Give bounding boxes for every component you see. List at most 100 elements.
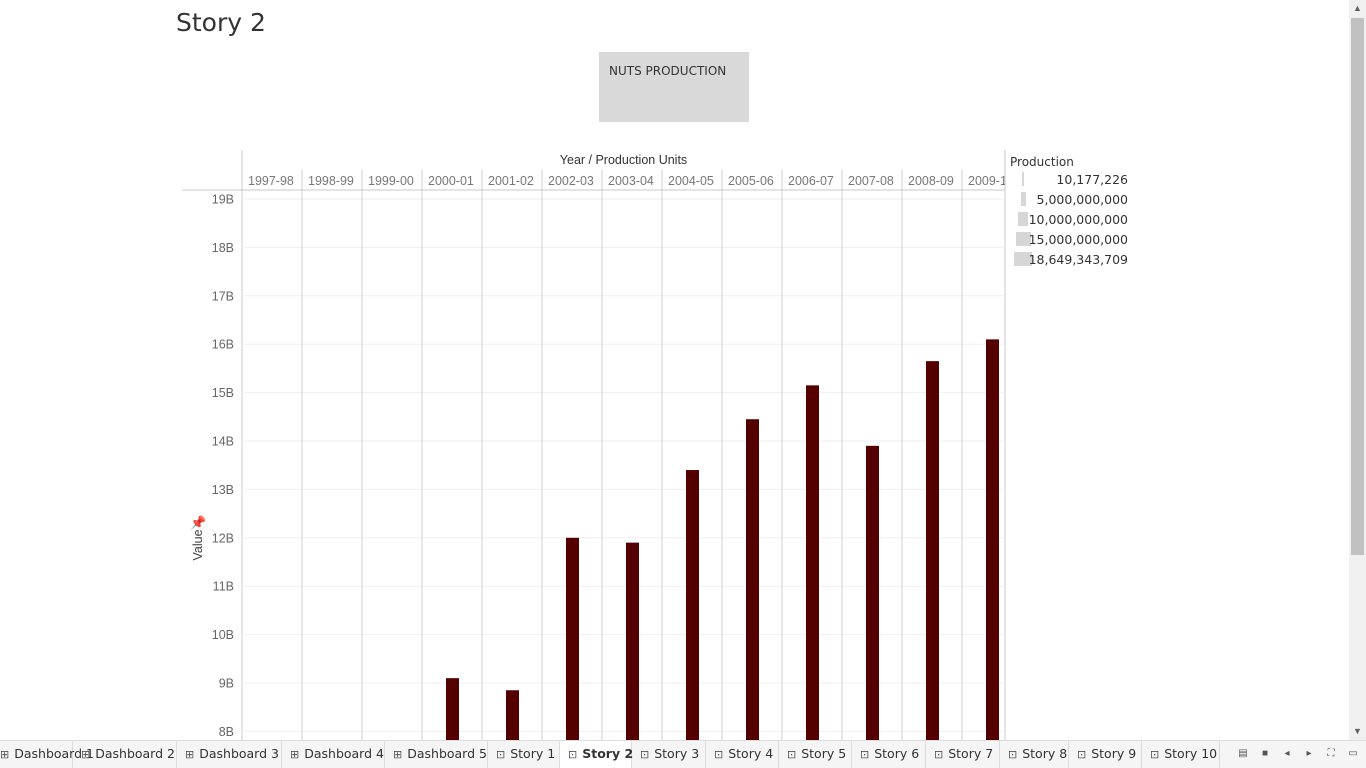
legend-label: 10,000,000,000 [1028, 212, 1128, 227]
x-category-label: 2006-07 [788, 174, 834, 188]
bar [866, 445, 879, 740]
bar [446, 678, 459, 740]
bar [746, 419, 759, 740]
story-icon: ⊡ [860, 748, 870, 761]
story-icon: ⊡ [1077, 748, 1087, 761]
sheet-tab-dashboard-5[interactable]: ⊞ Dashboard 5 [385, 741, 488, 768]
dashboard-icon: ⊞ [0, 748, 10, 761]
x-category-label: 2003-04 [608, 174, 654, 188]
sheet-tab-story-6[interactable]: ⊡ Story 6 [852, 741, 926, 768]
sheet-tab-story-1[interactable]: ⊡ Story 1 [488, 741, 560, 768]
story-icon: ⊡ [568, 748, 578, 761]
legend-item: 10,000,000,000 [1010, 209, 1140, 229]
x-category-label: 2008-09 [908, 174, 954, 188]
sheet-tab-story-5[interactable]: ⊡ Story 5 [779, 741, 852, 768]
scroll-up-icon[interactable]: ▲ [1353, 3, 1362, 13]
present-icon[interactable]: ▭ [1348, 748, 1358, 759]
x-category-label: 2001-02 [488, 174, 534, 188]
y-tick-label: 16B [212, 338, 234, 352]
sheet-tab-label: Story 7 [948, 746, 994, 761]
y-axis-title: Value [191, 529, 205, 560]
legend-size-swatch [1022, 172, 1024, 186]
legend-item: 10,177,226 [1010, 169, 1140, 189]
story-point-caption[interactable]: NUTS PRODUCTION [599, 52, 749, 122]
story-icon: ⊡ [1150, 748, 1160, 761]
sheet-tab-dashboard-2[interactable]: ⊞ Dashboard 2 [73, 741, 177, 768]
x-category-label: 1997-98 [248, 174, 294, 188]
y-tick-label: 9B [219, 677, 234, 691]
story-icon: ⊡ [1008, 748, 1018, 761]
legend-label: 5,000,000,000 [1036, 192, 1128, 207]
production-legend: Production 10,177,226 5,000,000,000 10,000… [1010, 155, 1140, 269]
legend-label: 10,177,226 [1056, 172, 1128, 187]
sheet-tab-label: Dashboard 1 [14, 746, 94, 761]
next-icon[interactable]: ▸ [1306, 748, 1312, 759]
x-category-label: 2004-05 [668, 174, 714, 188]
legend-size-swatch [1014, 252, 1032, 266]
sheet-tab-story-7[interactable]: ⊡ Story 7 [926, 741, 1000, 768]
dashboard-icon: ⊞ [290, 748, 300, 761]
y-tick-label: 10B [212, 628, 234, 642]
vertical-scrollbar[interactable]: ▲ ▼ [1349, 0, 1366, 740]
legend-label: 15,000,000,000 [1028, 232, 1128, 247]
y-tick-label: 13B [212, 483, 234, 497]
y-tick-label: 11B [213, 580, 234, 594]
dashboard-icon: ⊞ [81, 748, 91, 761]
sheet-tab-bar: ⊞ Dashboard 1 ⊞ Dashboard 2 ⊞ Dashboard 3 ⊞ Das… [0, 740, 1366, 768]
filmstrip-icon[interactable]: ▤ [1238, 748, 1248, 759]
x-axis-title: Year / Production Units [560, 153, 687, 167]
legend-title: Production [1010, 155, 1074, 169]
sheet-tab-label: Story 5 [801, 746, 847, 761]
scrollbar-thumb[interactable] [1351, 18, 1364, 555]
sheet-tab-dashboard-3[interactable]: ⊞ Dashboard 3 [177, 741, 282, 768]
sheet-tab-dashboard-4[interactable]: ⊞ Dashboard 4 [282, 741, 385, 768]
story-icon: ⊡ [934, 748, 944, 761]
sheet-tab-label: Story 2 [582, 746, 634, 761]
dashboard-icon: ⊞ [185, 748, 195, 761]
sheet-tab-label: Dashboard 5 [407, 746, 487, 761]
story-title: Story 2 [176, 8, 266, 37]
sheet-tab-label: Story 9 [1091, 746, 1137, 761]
sheet-tab-label: Story 8 [1022, 746, 1068, 761]
bar [566, 537, 579, 740]
story-icon: ⊡ [787, 748, 797, 761]
prev-icon[interactable]: ◂ [1284, 748, 1290, 759]
sheet-tab-story-3[interactable]: ⊡ Story 3 [632, 741, 706, 768]
story-icon: ⊡ [714, 748, 724, 761]
fullscreen-icon[interactable]: ⛶ [1327, 748, 1335, 759]
x-category-label: 1998-99 [308, 174, 354, 188]
sheet-tab-label: Story 1 [510, 746, 556, 761]
sheet-tab-story-2[interactable]: ⊡ Story 2 [560, 741, 634, 768]
sheet-tab-label: Story 3 [654, 746, 700, 761]
scroll-down-icon[interactable]: ▼ [1353, 726, 1362, 736]
bar [806, 385, 819, 740]
sheet-tab-story-8[interactable]: ⊡ Story 8 [1000, 741, 1069, 768]
legend-label: 18,649,343,709 [1028, 252, 1128, 267]
y-tick-label: 14B [212, 435, 234, 449]
sheet-tab-story-10[interactable]: ⊡ Story 10 [1142, 741, 1220, 768]
y-tick-label: 15B [212, 386, 234, 400]
y-tick-label: 18B [212, 241, 234, 255]
x-category-label: 2009-10 [968, 174, 1014, 188]
story-icon: ⊡ [496, 748, 506, 761]
pin-icon[interactable]: 📌 [190, 514, 206, 530]
sheet-tab-label: Story 6 [874, 746, 920, 761]
legend-item: 15,000,000,000 [1010, 229, 1140, 249]
sheet-tab-story-4[interactable]: ⊡ Story 4 [706, 741, 779, 768]
x-category-label: 2005-06 [728, 174, 774, 188]
x-category-label: 1999-00 [368, 174, 414, 188]
sheet-tab-label: Story 10 [1164, 746, 1218, 761]
bar-chart: Year / Production Units 19B 18B 17B 16B 15B 14… [182, 150, 1014, 740]
y-tick-label: 8B [219, 725, 234, 739]
sheet-tab-story-9[interactable]: ⊡ Story 9 [1069, 741, 1142, 768]
story-icon: ⊡ [640, 748, 650, 761]
caption-text: NUTS PRODUCTION [609, 64, 727, 78]
legend-size-swatch [1015, 232, 1031, 246]
sheet-tab-label: Dashboard 2 [95, 746, 175, 761]
x-category-label: 2002-03 [548, 174, 594, 188]
dashboard-icon: ⊞ [393, 748, 403, 761]
bar [686, 470, 699, 740]
legend-item: 5,000,000,000 [1010, 189, 1140, 209]
sheet-tab-dashboard-1[interactable]: ⊞ Dashboard 1 [0, 741, 94, 768]
single-sheet-icon[interactable]: ■ [1261, 748, 1269, 759]
